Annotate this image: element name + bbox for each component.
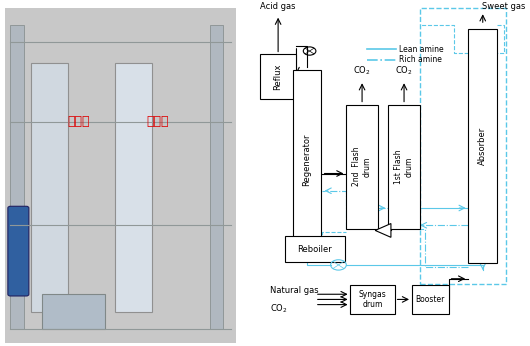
Text: Sweet gas: Sweet gas bbox=[482, 2, 525, 11]
Text: CO$_2$: CO$_2$ bbox=[353, 64, 371, 77]
Text: Regenerator: Regenerator bbox=[303, 134, 312, 186]
Polygon shape bbox=[375, 224, 391, 237]
FancyBboxPatch shape bbox=[31, 63, 68, 311]
FancyBboxPatch shape bbox=[8, 206, 29, 296]
FancyBboxPatch shape bbox=[388, 104, 420, 229]
Text: CO$_2$: CO$_2$ bbox=[395, 64, 413, 77]
Text: Reflux: Reflux bbox=[273, 64, 282, 90]
Text: Natural gas: Natural gas bbox=[270, 285, 319, 294]
Text: 2nd  Flash
drum: 2nd Flash drum bbox=[352, 147, 372, 186]
Text: Rich amine: Rich amine bbox=[399, 55, 441, 64]
Text: Lean amine: Lean amine bbox=[399, 45, 444, 54]
Text: CO$_2$: CO$_2$ bbox=[270, 302, 288, 315]
Text: Syngas
drum: Syngas drum bbox=[359, 290, 386, 309]
Text: 흡수탑: 흡수탑 bbox=[146, 115, 169, 128]
Text: Booster: Booster bbox=[416, 295, 445, 304]
Text: 1st Flash
drum: 1st Flash drum bbox=[394, 149, 414, 184]
Text: Acid gas: Acid gas bbox=[260, 2, 296, 11]
FancyBboxPatch shape bbox=[5, 8, 236, 343]
FancyBboxPatch shape bbox=[116, 63, 152, 311]
FancyBboxPatch shape bbox=[469, 29, 497, 263]
Text: Absorber: Absorber bbox=[478, 127, 487, 165]
FancyBboxPatch shape bbox=[260, 54, 296, 99]
FancyBboxPatch shape bbox=[346, 104, 378, 229]
FancyBboxPatch shape bbox=[293, 70, 321, 249]
FancyBboxPatch shape bbox=[210, 25, 223, 329]
FancyBboxPatch shape bbox=[350, 285, 395, 314]
FancyBboxPatch shape bbox=[412, 285, 449, 314]
FancyBboxPatch shape bbox=[11, 25, 24, 329]
Text: Reboiler: Reboiler bbox=[297, 245, 332, 254]
Text: 재생탑: 재생탑 bbox=[67, 115, 90, 128]
FancyBboxPatch shape bbox=[42, 294, 105, 329]
FancyBboxPatch shape bbox=[285, 236, 345, 262]
